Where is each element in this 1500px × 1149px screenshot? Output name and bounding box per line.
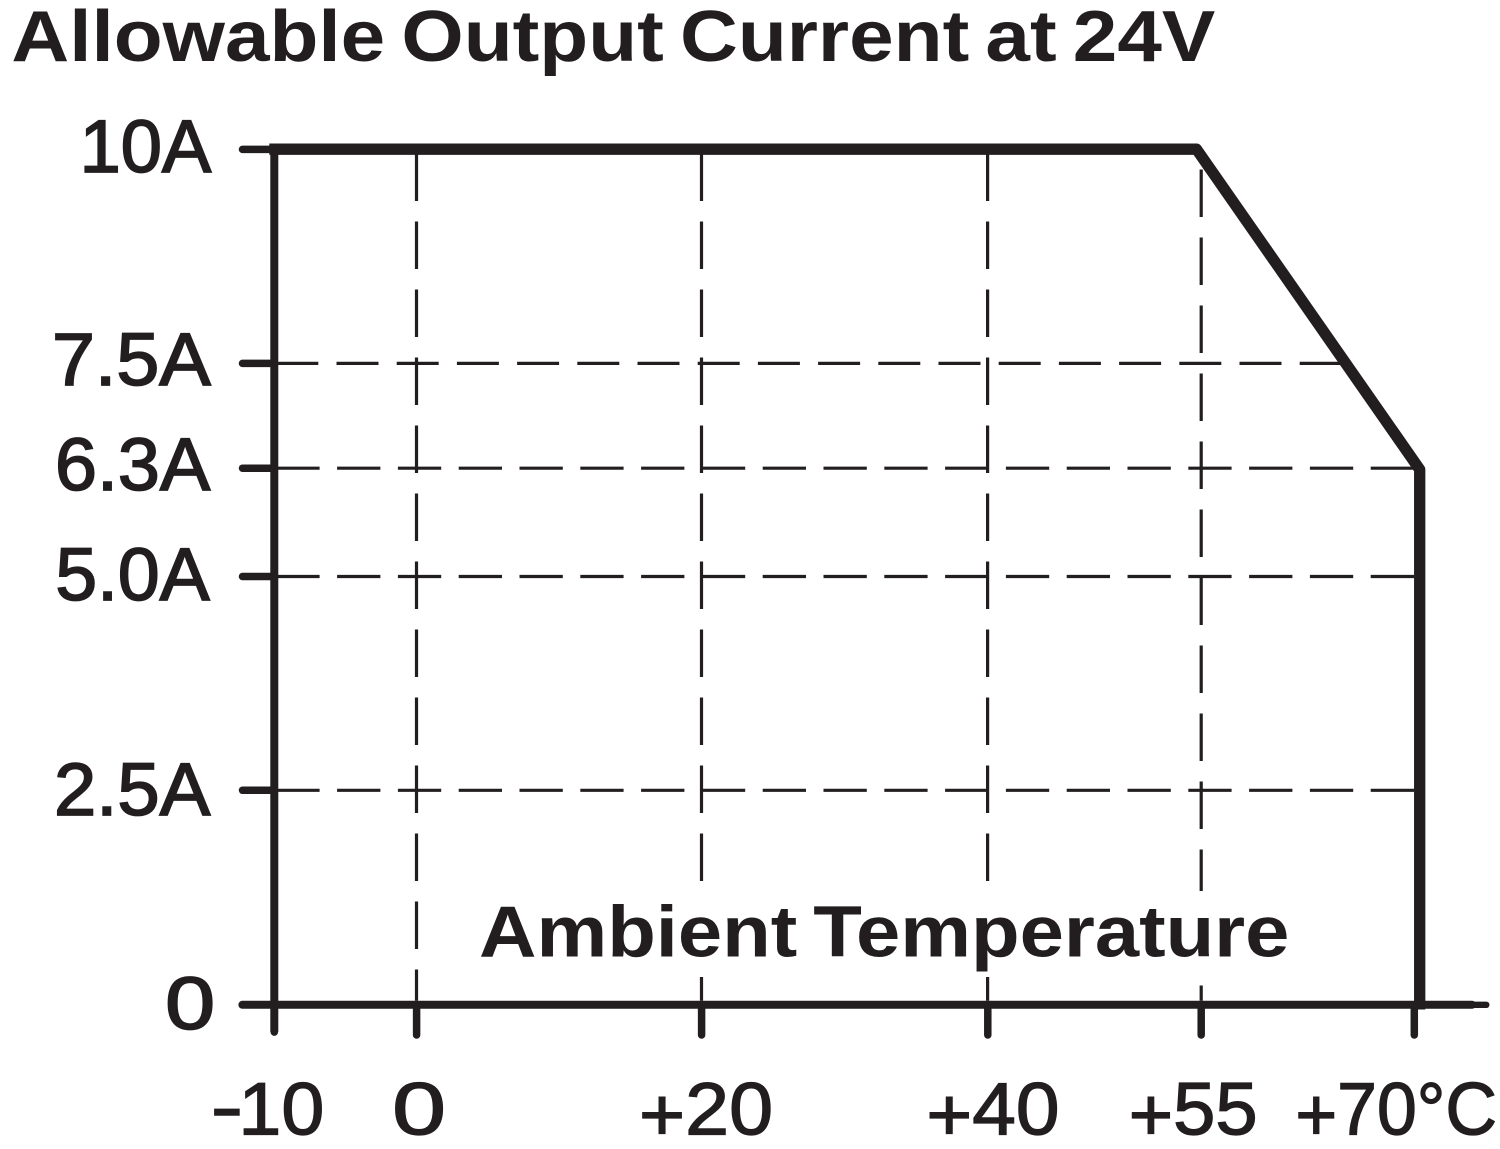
svg-text:5.0A: 5.0A [55, 533, 210, 615]
svg-text:0: 0 [165, 963, 215, 1045]
svg-text:10A: 10A [80, 105, 212, 188]
svg-text:Allowable Output Current at 24: Allowable Output Current at 24V [11, 0, 1215, 77]
svg-text:7.5A: 7.5A [52, 319, 211, 401]
svg-text:+55: +55 [1129, 1067, 1258, 1149]
svg-text:0: 0 [392, 1068, 446, 1149]
svg-text:+20: +20 [639, 1069, 773, 1149]
svg-text:6.3A: 6.3A [55, 423, 210, 506]
svg-text:10: 10 [238, 1069, 324, 1149]
svg-text:+40: +40 [926, 1069, 1059, 1149]
svg-text:+70°C: +70°C [1295, 1068, 1497, 1149]
svg-text:2.5A: 2.5A [54, 748, 210, 831]
svg-text:Ambient Temperature: Ambient Temperature [479, 892, 1289, 973]
